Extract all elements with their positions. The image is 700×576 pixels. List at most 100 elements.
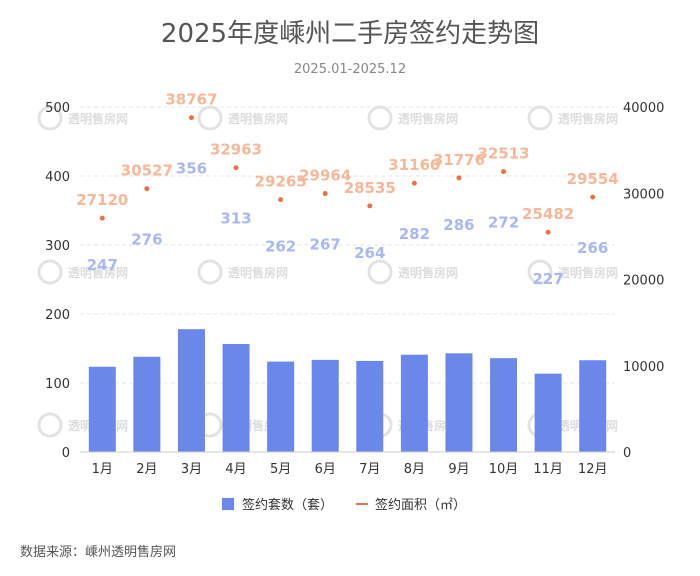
dot-9 — [501, 169, 507, 175]
legend-bar-label: 签约套数（套） — [242, 497, 333, 513]
chart-title: 2025年度嵊州二手房签约走势图 — [161, 19, 539, 49]
left-tick-label-2: 200 — [45, 308, 70, 323]
watermark-text-3: 透明售房网 — [558, 111, 618, 126]
x-tick-label-5: 6月 — [315, 462, 336, 477]
grid-lines — [80, 106, 615, 384]
right-tick-label-4: 40000 — [623, 101, 664, 116]
left-tick-label-5: 500 — [45, 101, 70, 116]
dot-value-label-0: 27120 — [76, 191, 128, 209]
dot-0 — [99, 215, 105, 221]
watermark-text-1: 透明售房网 — [228, 111, 288, 126]
dot-value-label-11: 29554 — [567, 170, 619, 188]
x-tick-label-2: 3月 — [181, 462, 202, 477]
x-tick-label-9: 10月 — [489, 462, 519, 477]
dot-value-label-4: 29265 — [255, 173, 307, 191]
dot-value-label-2: 38767 — [165, 91, 217, 109]
watermark-logo-8 — [37, 412, 63, 438]
dot-value-label-8: 31776 — [433, 151, 485, 169]
dot-6 — [367, 203, 373, 209]
x-tick-label-0: 1月 — [92, 462, 113, 477]
dot-10 — [545, 229, 551, 235]
watermark-text-6: 透明售房网 — [398, 265, 458, 280]
x-tick-label-6: 7月 — [359, 462, 380, 477]
bar-8 — [445, 353, 473, 452]
dot-7 — [411, 180, 417, 186]
bar-value-label-1: 276 — [131, 231, 162, 249]
watermark-logo-0 — [37, 105, 63, 131]
bar-value-label-8: 286 — [443, 216, 474, 234]
watermark-logo-6 — [367, 259, 393, 285]
bar-value-label-5: 267 — [310, 236, 341, 254]
dot-value-label-3: 32963 — [210, 141, 262, 159]
dot-value-label-9: 32513 — [477, 145, 529, 163]
bars-series: 247 276 356 313 262 267 264 282 286 272 227 266 — [87, 160, 608, 452]
bar-value-label-9: 272 — [488, 214, 519, 232]
dot-value-label-7: 31160 — [388, 156, 440, 174]
bar-4 — [267, 361, 295, 452]
dot-2 — [188, 115, 194, 121]
bar-6 — [356, 360, 384, 452]
legend-bar-swatch — [222, 498, 234, 510]
right-tick-label-2: 20000 — [623, 274, 664, 289]
bar-value-label-0: 247 — [87, 256, 118, 274]
bar-value-label-10: 227 — [532, 270, 563, 288]
x-tick-label-3: 4月 — [225, 462, 246, 477]
data-source: 数据来源：嵊州透明售房网 — [20, 544, 176, 560]
watermark-logo-5 — [197, 259, 223, 285]
right-tick-label-3: 30000 — [623, 187, 664, 202]
right-tick-label-0: 0 — [623, 446, 631, 461]
bar-2 — [177, 329, 205, 452]
bar-1 — [133, 356, 161, 452]
left-tick-label-0: 0 — [62, 446, 70, 461]
x-tick-label-1: 2月 — [136, 462, 157, 477]
x-tick-label-8: 9月 — [448, 462, 469, 477]
watermark-text-0: 透明售房网 — [68, 111, 128, 126]
bar-value-label-7: 282 — [399, 225, 430, 243]
x-axis: 1月 2月 3月 4月 5月 6月 7月 8月 9月 10月 11月 12月 — [80, 451, 615, 477]
bar-3 — [222, 344, 250, 452]
dot-3 — [233, 165, 239, 171]
x-tick-label-7: 8月 — [404, 462, 425, 477]
bar-value-label-4: 262 — [265, 238, 296, 256]
left-tick-label-4: 400 — [45, 170, 70, 185]
right-y-axis: 0 10000 20000 30000 40000 — [623, 101, 664, 461]
left-tick-label-3: 300 — [45, 239, 70, 254]
watermark-text-4: 透明售房网 — [68, 265, 128, 280]
bar-9 — [490, 358, 518, 452]
bar-0 — [88, 366, 116, 452]
x-tick-label-4: 5月 — [270, 462, 291, 477]
watermark-logo-2 — [367, 105, 393, 131]
bar-value-label-11: 266 — [577, 239, 608, 257]
bar-5 — [311, 359, 339, 452]
watermark-text-7: 透明售房网 — [558, 265, 618, 280]
bar-11 — [579, 360, 607, 452]
dot-8 — [456, 175, 462, 181]
watermark-logo-1 — [197, 105, 223, 131]
bar-7 — [400, 354, 428, 452]
dot-value-label-6: 28535 — [344, 179, 396, 197]
bar-10 — [534, 373, 562, 452]
watermark-logo-3 — [527, 105, 553, 131]
x-tick-label-10: 11月 — [533, 462, 563, 477]
dot-1 — [144, 186, 150, 192]
dot-4 — [278, 197, 284, 203]
x-tick-label-11: 12月 — [578, 462, 608, 477]
chart-subtitle: 2025.01-2025.12 — [294, 62, 406, 77]
watermark-text-2: 透明售房网 — [398, 111, 458, 126]
watermark-logo-4 — [37, 259, 63, 285]
right-tick-label-1: 10000 — [623, 360, 664, 375]
dot-11 — [590, 194, 596, 200]
watermark-logo-7 — [527, 259, 553, 285]
bar-value-label-6: 264 — [354, 244, 385, 262]
dot-value-label-1: 30527 — [121, 162, 173, 180]
dot-value-label-5: 29964 — [299, 167, 351, 185]
legend-dot-label: 签约面积（㎡） — [375, 497, 466, 513]
dot-5 — [322, 191, 328, 197]
bar-value-label-3: 313 — [220, 210, 251, 228]
dot-value-label-10: 25482 — [522, 205, 574, 223]
legend: 签约套数（套） 签约面积（㎡） — [222, 497, 466, 513]
left-y-axis: 0 100 200 300 400 500 — [45, 101, 70, 461]
